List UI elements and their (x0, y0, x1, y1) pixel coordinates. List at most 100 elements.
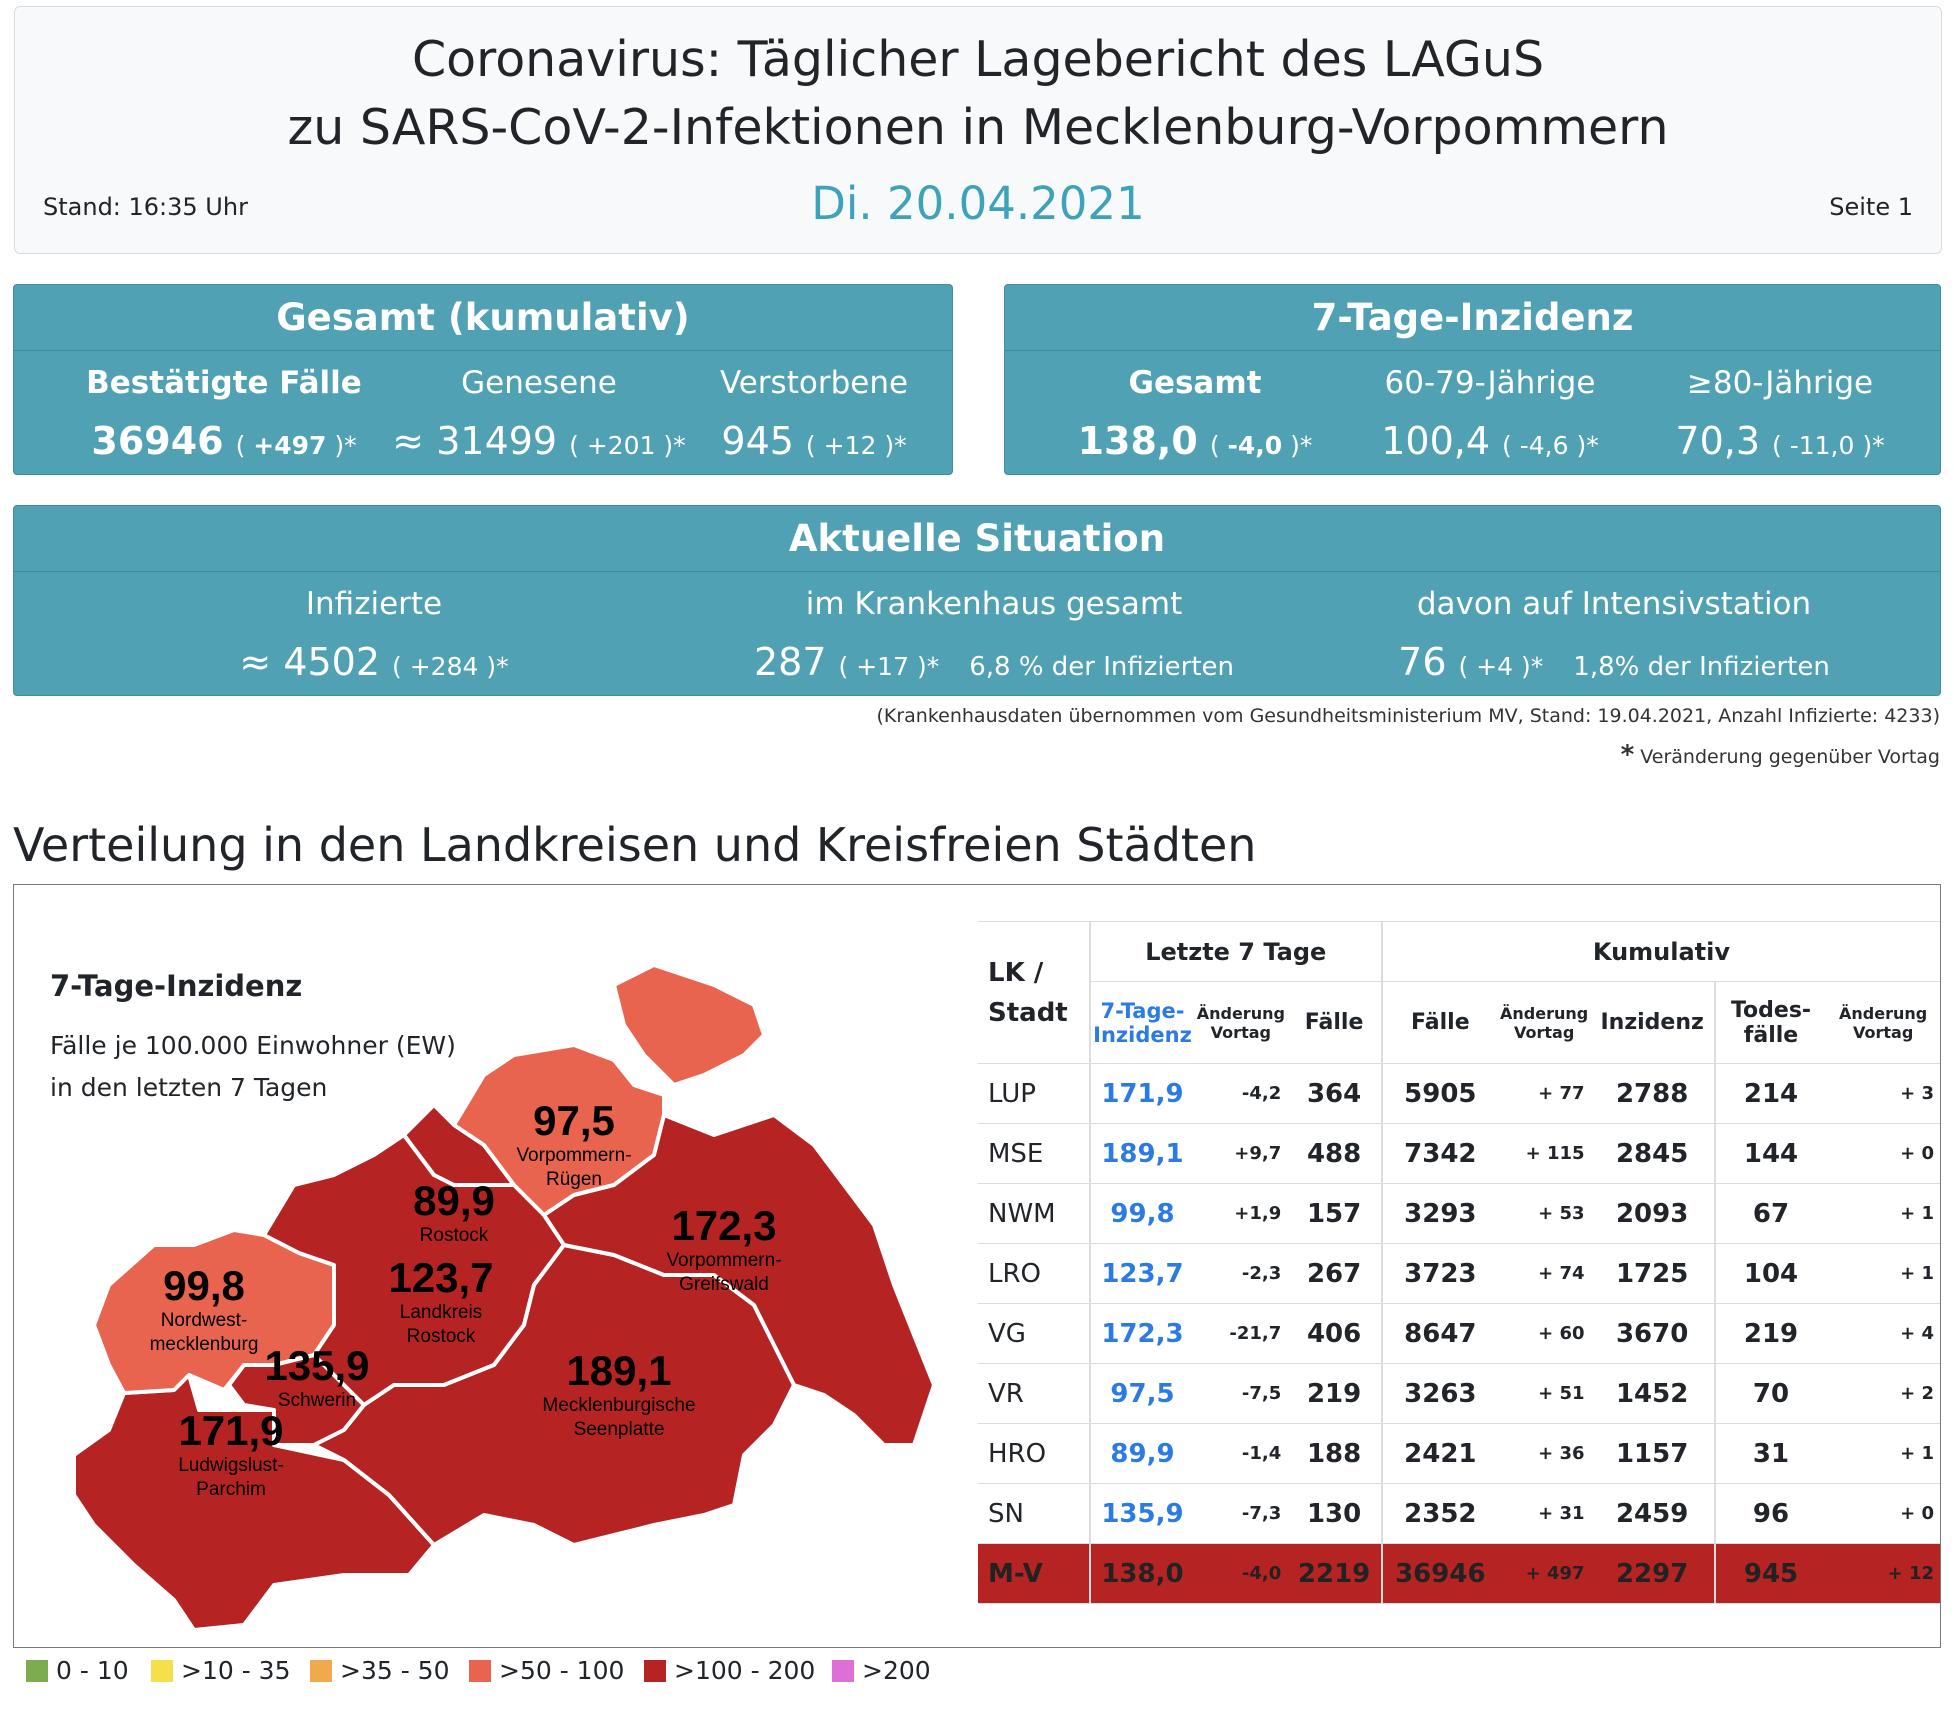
map-value-nwm: 99,8 (163, 1262, 245, 1309)
cell-inzidenz-kum: 2459 (1590, 1483, 1715, 1544)
cell-inzidenz-kum: 1725 (1590, 1243, 1715, 1304)
aktuell-intensiv-value: 76 (1398, 640, 1447, 684)
map-label-vg-1: Vorpommern- (666, 1250, 781, 1271)
cell-faelle-change: + 51 (1497, 1363, 1591, 1424)
map-value-hro: 89,9 (413, 1177, 495, 1224)
aktuell-krankenhaus-change: +17 (856, 652, 909, 681)
col-header-aenderung-tod: Änderung Vortag (1826, 981, 1940, 1064)
cell-todesfaelle-change: + 12 (1826, 1543, 1940, 1604)
map-value-vg: 172,3 (671, 1202, 776, 1249)
gesamt-genesene: Genesene ≈ 31499( +201 )* (384, 365, 694, 463)
gesamt-faelle: Bestätigte Fälle 36946( +497 )* (54, 365, 394, 463)
aktuell-infizierte-value: 4502 (283, 640, 381, 684)
cell-inzidenz: 189,1 (1088, 1123, 1195, 1184)
aktuell-intensiv-share: 1,8% der Infizierten (1573, 652, 1830, 682)
section-title: Verteilung in den Landkreisen und Kreisf… (13, 818, 1257, 872)
cell-name: MSE (978, 1123, 1090, 1184)
legend-label: >200 (862, 1656, 931, 1685)
cell-todesfaelle-change: + 0 (1826, 1483, 1940, 1544)
district-map: 97,5 Vorpommern- Rügen 89,9 Rostock 172,… (72, 963, 936, 1632)
change-note-star: * (1620, 740, 1635, 770)
cell-faelle-change: + 31 (1497, 1483, 1591, 1544)
col-header-aenderung-kum: Änderung Vortag (1497, 981, 1591, 1064)
cell-todesfaelle-change: + 1 (1826, 1243, 1940, 1304)
cell-inzidenz-change: -21,7 (1194, 1303, 1288, 1364)
gesamt-genesene-label: Genesene (461, 365, 617, 401)
map-label-vr-1: Vorpommern- (516, 1145, 631, 1166)
legend-label: >10 - 35 (181, 1656, 291, 1685)
map-label-nwm-1: Nordwest- (161, 1310, 248, 1331)
cell-inzidenz-change: -4,0 (1194, 1543, 1288, 1604)
cell-name: SN (978, 1483, 1090, 1544)
cell-inzidenz-kum: 3670 (1590, 1303, 1715, 1364)
legend-swatch (832, 1660, 854, 1682)
inzidenz-gesamt-label: Gesamt (1128, 365, 1262, 401)
inzidenz-gesamt-value: 138,0 (1077, 419, 1198, 463)
col-header-todesfaelle: Todes-fälle (1713, 981, 1827, 1064)
cell-name: LUP (978, 1063, 1090, 1124)
legend-swatch (26, 1660, 48, 1682)
cell-todesfaelle: 945 (1713, 1543, 1827, 1604)
cell-inzidenz-kum: 2845 (1590, 1123, 1715, 1184)
cell-faelle: 8647 (1380, 1303, 1498, 1364)
cell-inzidenz-change: -2,3 (1194, 1243, 1288, 1304)
cell-faelle: 2421 (1380, 1423, 1498, 1484)
col-header-lk: LK / Stadt (978, 921, 1090, 1064)
cell-faelle-7: 267 (1287, 1243, 1382, 1304)
cell-todesfaelle: 214 (1713, 1063, 1827, 1124)
map-value-mse: 189,1 (566, 1347, 671, 1394)
change-note-text: Veränderung gegenüber Vortag (1640, 746, 1940, 768)
map-label-lro-2: Rostock (407, 1326, 476, 1347)
cell-faelle: 3263 (1380, 1363, 1498, 1424)
map-value-vr: 97,5 (533, 1097, 615, 1144)
legend-label: >35 - 50 (340, 1656, 450, 1685)
legend-label: >100 - 200 (674, 1656, 816, 1685)
cell-faelle-7: 130 (1287, 1483, 1382, 1544)
map-subtitle: Fälle je 100.000 Einwohner (EW) in den l… (50, 1025, 470, 1109)
gesamt-faelle-value: 36946 (91, 419, 224, 463)
cell-inzidenz-change: +1,9 (1194, 1183, 1288, 1244)
col-header-faelle-7: Fälle (1287, 981, 1382, 1064)
table-row: VG 172,3 -21,7 406 8647 + 60 3670 219 + … (978, 1303, 1940, 1364)
col-header-aenderung-7: Änderung Vortag (1194, 981, 1288, 1064)
inzidenz-gesamt: Gesamt 138,0( -4,0 )* (1045, 365, 1345, 463)
cell-inzidenz-change: -1,4 (1194, 1423, 1288, 1484)
cell-todesfaelle-change: + 2 (1826, 1363, 1940, 1424)
cell-todesfaelle-change: + 4 (1826, 1303, 1940, 1364)
map-label-lup-2: Parchim (196, 1479, 266, 1500)
table-row: VR 97,5 -7,5 219 3263 + 51 1452 70 + 2 (978, 1363, 1940, 1424)
report-date: Di. 20.04.2021 (811, 177, 1145, 230)
cell-todesfaelle-change: + 0 (1826, 1123, 1940, 1184)
cell-todesfaelle: 31 (1713, 1423, 1827, 1484)
col-group-kumulativ: Kumulativ (1380, 921, 1940, 982)
aktuell-intensiv-label: davon auf Intensivstation (1416, 586, 1812, 622)
map-label-sn-1: Schwerin (278, 1390, 356, 1411)
aktuell-infizierte-label: Infizierte (305, 586, 443, 622)
cell-faelle-change: + 77 (1497, 1063, 1591, 1124)
cell-faelle-7: 2219 (1287, 1543, 1382, 1604)
aktuell-infizierte: Infizierte ≈ 4502( +284 )* (124, 586, 624, 684)
aktuell-intensiv-change: +4 (1476, 652, 1514, 681)
cell-name: VG (978, 1303, 1090, 1364)
legend-swatch (151, 1660, 173, 1682)
cell-inzidenz: 89,9 (1088, 1423, 1195, 1484)
report-title-line2: zu SARS-CoV-2-Infektionen in Mecklenburg… (287, 99, 1669, 156)
inzidenz-80plus-value: 70,3 (1675, 419, 1760, 463)
cell-faelle-7: 157 (1287, 1183, 1382, 1244)
aktuell-title: Aktuelle Situation (14, 506, 1940, 572)
cell-inzidenz: 138,0 (1088, 1543, 1195, 1604)
cell-faelle-7: 406 (1287, 1303, 1382, 1364)
cell-faelle-change: + 60 (1497, 1303, 1591, 1364)
gesamt-genesene-prefix: ≈ (392, 419, 437, 463)
cell-todesfaelle: 144 (1713, 1123, 1827, 1184)
cell-faelle: 5905 (1380, 1063, 1498, 1124)
table-row: HRO 89,9 -1,4 188 2421 + 36 1157 31 + 1 (978, 1423, 1940, 1484)
cell-todesfaelle-change: + 3 (1826, 1063, 1940, 1124)
cell-inzidenz: 97,5 (1088, 1363, 1195, 1424)
inzidenz-80plus-change: -11,0 (1789, 431, 1855, 460)
cell-todesfaelle-change: + 1 (1826, 1423, 1940, 1484)
cell-inzidenz-change: -4,2 (1194, 1063, 1288, 1124)
cell-name: LRO (978, 1243, 1090, 1304)
cell-faelle: 3293 (1380, 1183, 1498, 1244)
cell-todesfaelle: 67 (1713, 1183, 1827, 1244)
